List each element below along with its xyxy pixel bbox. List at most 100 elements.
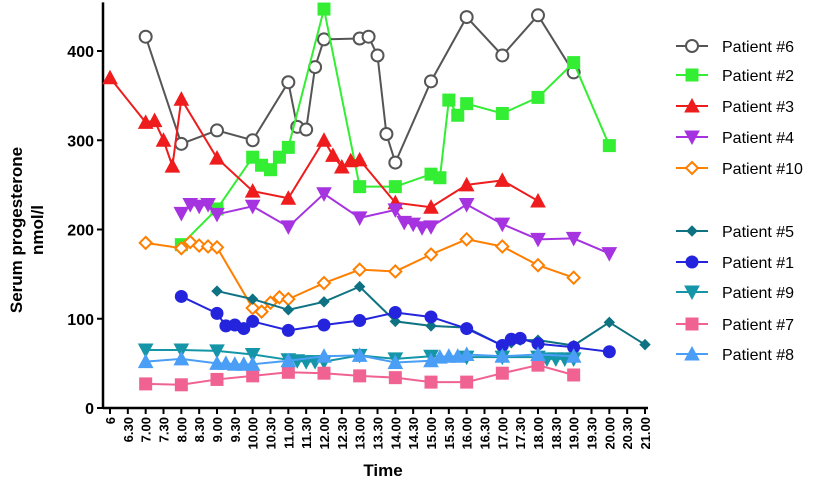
data-point-patient-7 <box>424 375 438 389</box>
data-point-patient-3 <box>458 176 475 192</box>
data-point-patient-10 <box>254 304 269 320</box>
series-patient-7 <box>139 358 581 392</box>
data-point-patient-4 <box>601 247 618 262</box>
data-point-patient-7 <box>139 377 153 391</box>
data-point-patient-4 <box>565 231 582 247</box>
x-tick-label: 19.30 <box>585 417 600 450</box>
data-point-patient-3 <box>351 151 368 167</box>
legend-label-patient-3: Patient #3 <box>722 99 794 116</box>
data-point-patient-6 <box>388 155 403 170</box>
data-point-patient-10 <box>494 239 510 254</box>
data-point-patient-4 <box>280 220 297 235</box>
series-patient-1 <box>174 289 616 359</box>
data-point-patient-2 <box>451 108 465 122</box>
legend-item-patient-6: Patient #6 <box>676 39 794 56</box>
data-point-patient-3 <box>423 199 439 214</box>
data-point-patient-6 <box>370 48 385 63</box>
data-point-patient-5 <box>246 293 259 305</box>
data-point-patient-8 <box>530 346 546 361</box>
legend: Patient #6 Patient #2 Patient #3 Patient #4… <box>676 39 803 364</box>
data-point-patient-7 <box>567 368 581 382</box>
data-point-patient-8 <box>316 348 332 363</box>
x-tick-label: 17.30 <box>513 417 528 450</box>
x-tick-label: 11.30 <box>299 417 314 449</box>
data-point-patient-3 <box>164 158 181 173</box>
data-point-patient-6 <box>459 10 474 25</box>
data-point-patient-7 <box>353 369 367 383</box>
data-point-patient-7 <box>210 372 224 386</box>
data-point-patient-10 <box>191 238 207 253</box>
legend-marker-patient-7 <box>685 317 699 331</box>
legend-item-patient-1: Patient #1 <box>676 255 794 272</box>
data-point-patient-1 <box>281 323 295 337</box>
y-tick-label: 0 <box>85 401 94 418</box>
data-point-patient-2 <box>460 97 474 111</box>
x-tick-label: 10.00 <box>246 417 261 450</box>
data-point-patient-10 <box>352 262 368 278</box>
data-point-patient-3 <box>155 132 172 147</box>
data-point-patient-2 <box>495 106 509 120</box>
x-tick-label: 16.30 <box>478 417 493 450</box>
y-tick-label: 200 <box>67 223 94 240</box>
series-patient-8 <box>137 346 582 371</box>
legend-marker-patient-1 <box>685 255 699 269</box>
data-point-patient-7 <box>495 366 509 380</box>
data-point-patient-4 <box>173 206 190 222</box>
x-tick-label: 11.00 <box>281 417 296 449</box>
plot-area <box>102 2 651 392</box>
legend-label-patient-7: Patient #7 <box>722 317 794 334</box>
data-point-patient-3 <box>494 172 511 187</box>
data-point-patient-10 <box>138 235 154 251</box>
data-point-patient-3 <box>530 192 546 208</box>
data-point-patient-8 <box>244 356 261 371</box>
data-point-patient-4 <box>191 199 208 215</box>
x-tick-label: 12.00 <box>317 417 332 450</box>
data-point-patient-8 <box>137 353 154 369</box>
data-point-patient-5 <box>603 316 616 329</box>
data-point-patient-9 <box>244 347 261 363</box>
legend-item-patient-10: Patient #10 <box>676 160 803 178</box>
data-point-patient-4 <box>530 232 546 248</box>
data-point-patient-6 <box>245 133 260 148</box>
legend-item-patient-5: Patient #5 <box>676 224 794 241</box>
data-point-patient-1 <box>353 314 367 328</box>
data-point-patient-7 <box>388 371 402 385</box>
x-tick-label: 15.30 <box>442 417 457 450</box>
x-tick-label: 9.30 <box>228 417 243 442</box>
data-point-patient-2 <box>602 139 616 153</box>
legend-item-patient-2: Patient #2 <box>676 68 794 85</box>
series-patient-2 <box>174 2 616 252</box>
data-point-patient-1 <box>237 322 251 336</box>
legend-label-patient-9: Patient #9 <box>722 285 794 302</box>
data-point-patient-10 <box>200 239 216 254</box>
data-point-patient-10 <box>423 247 439 262</box>
data-point-patient-10 <box>566 270 582 286</box>
legend-label-patient-4: Patient #4 <box>722 130 794 147</box>
x-tick-label: 18.30 <box>549 417 564 450</box>
data-point-patient-8 <box>351 347 368 362</box>
data-point-patient-6 <box>210 123 224 138</box>
data-point-patient-5 <box>282 304 295 316</box>
data-point-patient-4 <box>414 221 430 236</box>
x-tick-label: 15.00 <box>424 417 439 450</box>
y-tick-label: 300 <box>67 133 94 150</box>
data-point-patient-2 <box>281 140 295 154</box>
x-tick-label: 20.30 <box>620 417 635 450</box>
x-tick-label: 7.30 <box>157 417 172 442</box>
x-tick-label: 21.00 <box>638 417 653 450</box>
x-tick-label: 7.00 <box>139 417 154 442</box>
x-tick-label: 6.30 <box>121 417 136 442</box>
data-point-patient-6 <box>361 29 376 44</box>
data-point-patient-2 <box>388 180 402 194</box>
data-point-patient-7 <box>174 378 188 392</box>
data-point-patient-6 <box>424 74 438 89</box>
legend-item-patient-8: Patient #8 <box>676 345 794 364</box>
data-point-patient-6 <box>174 136 189 151</box>
legend-label-patient-5: Patient #5 <box>722 224 794 241</box>
data-point-patient-4 <box>351 211 368 226</box>
data-point-patient-6 <box>531 8 545 23</box>
data-point-patient-1 <box>424 310 438 324</box>
legend-item-patient-3: Patient #3 <box>676 97 794 116</box>
x-tick-label: 8.00 <box>174 417 189 442</box>
data-point-patient-8 <box>565 348 582 363</box>
